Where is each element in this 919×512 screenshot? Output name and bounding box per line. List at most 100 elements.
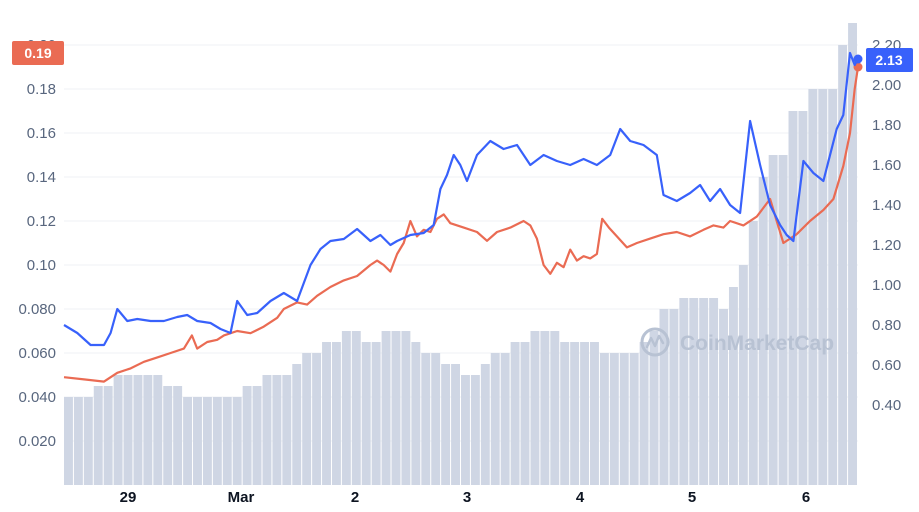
volume-bar: [441, 364, 451, 485]
volume-bar: [758, 177, 768, 485]
watermark: CoinMarketCap: [640, 327, 834, 357]
volume-bar: [609, 353, 619, 485]
volume-bar: [123, 375, 133, 485]
volume-bar: [649, 331, 659, 485]
volume-bar: [669, 309, 679, 485]
x-axis-tick-label: 4: [576, 489, 585, 506]
volume-bar: [252, 386, 262, 485]
x-axis-tick-label: 2: [351, 489, 359, 506]
volume-bar: [421, 353, 431, 485]
volume-bar: [768, 155, 778, 485]
right-axis-tick-label: 1.20: [872, 237, 901, 254]
left-price-badge: 0.19: [24, 45, 51, 61]
volume-bar: [73, 397, 83, 485]
right-axis-tick-label: 2.00: [872, 77, 901, 94]
left-axis-tick-label: 0.18: [27, 81, 56, 98]
series-lines: [63, 51, 863, 383]
volume-bar: [659, 309, 669, 485]
right-axis-tick-label: 1.80: [872, 117, 901, 134]
volume-bar: [798, 111, 808, 485]
volume-bar: [728, 287, 738, 485]
volume-bar: [808, 89, 818, 485]
right-axis-tick-label: 1.40: [872, 197, 901, 214]
volume-bar: [282, 375, 292, 485]
volume-bar: [262, 375, 272, 485]
volume-bar: [133, 375, 143, 485]
left-axis-tick-label: 0.080: [18, 301, 56, 318]
volume-bar: [689, 298, 699, 485]
volume-bar: [590, 342, 599, 485]
x-axis-tick-label: 5: [688, 489, 696, 506]
volume-bar: [639, 342, 649, 485]
volume-bar: [480, 364, 490, 485]
volume-bar: [341, 331, 351, 485]
volume-bar: [322, 342, 331, 485]
x-axis-tick-label: Mar: [228, 489, 255, 506]
volume-bar: [848, 23, 857, 485]
left-axis-tick-label: 0.020: [18, 433, 56, 450]
volume-bar: [451, 364, 460, 485]
x-axis-tick-label: 29: [120, 489, 137, 506]
series-line-right: [63, 51, 859, 347]
volume-bar: [470, 375, 480, 485]
volume-bar: [719, 309, 728, 485]
series-line-left: [63, 66, 860, 383]
volume-bar: [242, 386, 252, 485]
volume-bar: [163, 386, 173, 485]
volume-bar: [202, 397, 212, 485]
volume-bar: [222, 397, 232, 485]
volume-bar: [461, 375, 470, 485]
volume-bar: [183, 397, 193, 485]
volume-bar: [312, 353, 322, 485]
volume-bar: [113, 375, 123, 485]
right-axis-tick-label: 0.40: [872, 397, 901, 414]
volume-bar: [748, 221, 758, 485]
volume-bar: [838, 45, 848, 485]
volume-bar: [193, 397, 202, 485]
right-axis-ticks: 0.400.600.801.001.201.401.601.802.002.20: [872, 37, 901, 414]
left-axis-tick-label: 0.12: [27, 213, 56, 230]
volume-bar: [153, 375, 163, 485]
volume-bar: [401, 331, 411, 485]
right-price-badge: 2.13: [875, 52, 902, 68]
volume-bar: [302, 353, 312, 485]
volume-bar: [818, 89, 828, 485]
volume-bar: [560, 342, 570, 485]
volume-bar: [232, 397, 242, 485]
right-price-badge-bg: [866, 48, 913, 72]
volume-bar: [580, 342, 590, 485]
volume-bar: [500, 353, 510, 485]
volume-bar: [93, 386, 103, 485]
volume-bar: [173, 386, 183, 485]
volume-bar: [738, 265, 748, 485]
volume-bar: [331, 342, 341, 485]
volume-bar: [520, 342, 530, 485]
volume-bars: [64, 23, 857, 485]
volume-bar: [381, 331, 391, 485]
volume-bar: [778, 155, 788, 485]
x-axis-tick-label: 3: [463, 489, 471, 506]
volume-bar: [292, 364, 302, 485]
x-axis-ticks: 29 Mar 2 3 4 5 6: [120, 489, 811, 506]
volume-bar: [83, 397, 93, 485]
volume-bar: [599, 353, 609, 485]
volume-bar: [629, 353, 639, 485]
volume-bar: [490, 353, 500, 485]
volume-bar: [351, 331, 361, 485]
volume-bar: [788, 111, 798, 485]
left-axis-tick-label: 0.14: [27, 169, 56, 186]
left-axis-tick-label: 0.060: [18, 345, 56, 362]
left-axis-tick-label: 0.040: [18, 389, 56, 406]
volume-bar: [64, 397, 73, 485]
volume-bar: [371, 342, 381, 485]
last-value-badges: 0.19 2.13: [12, 41, 913, 72]
volume-bar: [103, 386, 113, 485]
right-axis-tick-label: 0.60: [872, 357, 901, 374]
x-axis-tick-label: 6: [802, 489, 810, 506]
volume-bar: [212, 397, 222, 485]
right-axis-tick-label: 1.60: [872, 157, 901, 174]
volume-bar: [272, 375, 282, 485]
coinmarketcap-logo-icon: [640, 327, 670, 357]
volume-bar: [550, 331, 560, 485]
